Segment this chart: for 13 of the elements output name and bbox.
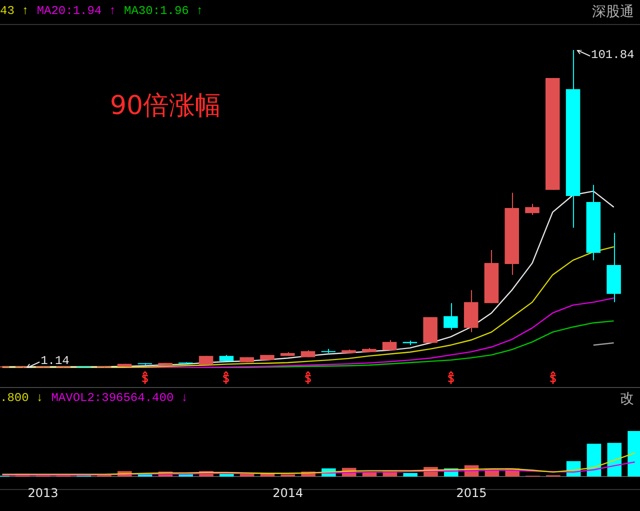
text: MA20:1.94 ↑ bbox=[36, 4, 116, 18]
annotation: 90倍涨幅 bbox=[110, 90, 222, 123]
x-tick-label: 2014 bbox=[272, 486, 304, 500]
x-tick-label: 2015 bbox=[456, 486, 487, 500]
text: MA30:1.96 ↑ bbox=[124, 4, 204, 18]
annotation: 101.84 bbox=[591, 48, 634, 62]
text: 43 ↑ bbox=[0, 4, 29, 18]
text: .800 ↓ bbox=[0, 391, 44, 405]
text: MAVOL2:396564.400 ↓ bbox=[51, 391, 188, 405]
annotation: 1.14 bbox=[40, 354, 70, 368]
text: 深股通 bbox=[592, 3, 634, 21]
text: 改 bbox=[620, 390, 634, 408]
x-tick-label: 2013 bbox=[28, 486, 58, 500]
